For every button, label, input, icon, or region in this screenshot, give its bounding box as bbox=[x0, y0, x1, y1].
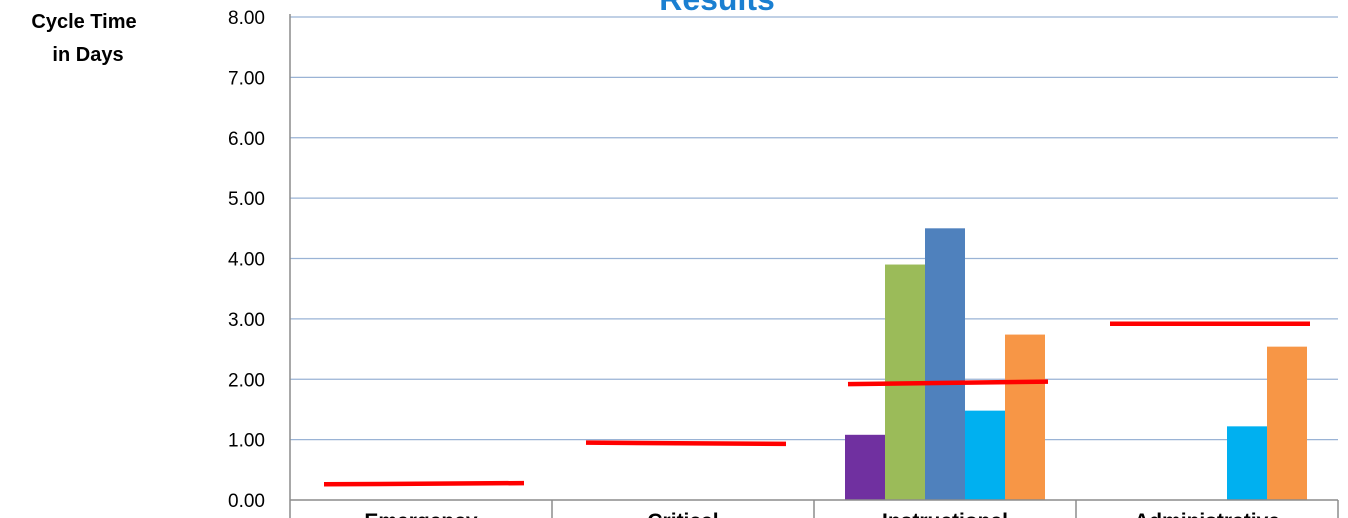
y-tick-label: 8.00 bbox=[228, 8, 265, 29]
y-axis-label-line-1: Cycle Time bbox=[31, 11, 136, 33]
bar bbox=[1227, 426, 1267, 500]
category-label: Critical bbox=[647, 510, 718, 518]
bar bbox=[925, 228, 965, 500]
target-line bbox=[847, 379, 1049, 387]
bars bbox=[845, 228, 1307, 500]
bar bbox=[845, 434, 885, 500]
y-axis-label-line-2: in Days bbox=[52, 44, 123, 66]
y-tick-label: 5.00 bbox=[228, 189, 265, 210]
y-tick-label: 1.00 bbox=[228, 431, 265, 452]
category-labels: Emergency Critical Instructional Administra… bbox=[364, 510, 1280, 518]
y-tick-label: 4.00 bbox=[228, 250, 265, 271]
y-tick-label: 2.00 bbox=[228, 370, 265, 391]
target-line bbox=[585, 440, 787, 447]
target-lines bbox=[323, 321, 1310, 487]
axes bbox=[289, 14, 1339, 518]
bar bbox=[1267, 346, 1307, 500]
y-tick-label: 6.00 bbox=[228, 129, 265, 150]
target-line bbox=[323, 480, 525, 487]
category-label: Administrative bbox=[1134, 510, 1280, 518]
y-tick-label: 3.00 bbox=[228, 310, 265, 331]
category-label: Emergency bbox=[364, 510, 478, 518]
chart-title: Results bbox=[659, 0, 775, 17]
category-label: Instructional bbox=[882, 510, 1008, 518]
y-tick-label: 7.00 bbox=[228, 68, 265, 89]
y-tick-label: 0.00 bbox=[228, 491, 265, 512]
y-tick-labels: 0.00 1.00 2.00 3.00 4.00 5.00 6.00 7.00 8.00 bbox=[228, 8, 265, 512]
bar bbox=[1005, 334, 1045, 500]
bar bbox=[965, 410, 1005, 500]
gridlines bbox=[290, 16, 1338, 441]
